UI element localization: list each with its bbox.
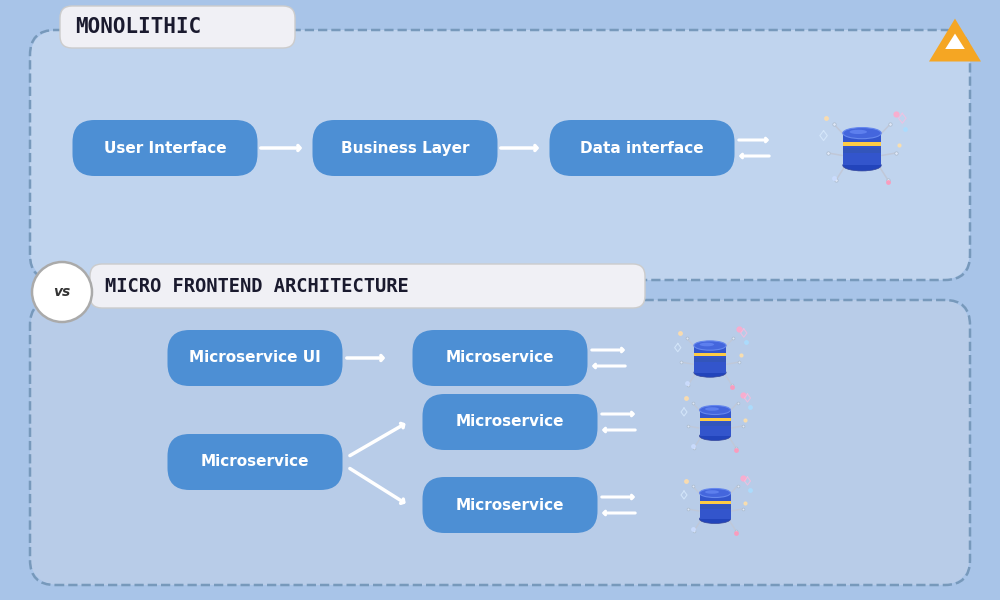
FancyBboxPatch shape bbox=[843, 142, 881, 146]
FancyBboxPatch shape bbox=[694, 358, 726, 362]
Ellipse shape bbox=[705, 407, 719, 411]
Text: Microservice: Microservice bbox=[201, 455, 309, 469]
FancyBboxPatch shape bbox=[700, 418, 730, 421]
FancyBboxPatch shape bbox=[90, 264, 645, 308]
FancyBboxPatch shape bbox=[422, 477, 598, 533]
FancyBboxPatch shape bbox=[843, 148, 881, 153]
Ellipse shape bbox=[705, 490, 719, 494]
Text: Microservice: Microservice bbox=[446, 350, 554, 365]
FancyBboxPatch shape bbox=[700, 422, 730, 426]
Text: Data interface: Data interface bbox=[580, 140, 704, 155]
Ellipse shape bbox=[700, 406, 730, 415]
Text: vs: vs bbox=[53, 285, 71, 299]
Ellipse shape bbox=[700, 488, 730, 497]
Ellipse shape bbox=[843, 160, 881, 171]
FancyBboxPatch shape bbox=[694, 353, 726, 356]
FancyBboxPatch shape bbox=[30, 300, 970, 585]
FancyBboxPatch shape bbox=[422, 394, 598, 450]
FancyBboxPatch shape bbox=[413, 330, 588, 386]
FancyBboxPatch shape bbox=[700, 410, 730, 436]
Polygon shape bbox=[929, 19, 981, 61]
FancyBboxPatch shape bbox=[700, 493, 730, 519]
Text: Microservice: Microservice bbox=[456, 497, 564, 512]
Ellipse shape bbox=[850, 130, 867, 134]
FancyBboxPatch shape bbox=[30, 30, 970, 280]
Polygon shape bbox=[945, 34, 965, 49]
FancyBboxPatch shape bbox=[843, 133, 881, 166]
FancyBboxPatch shape bbox=[700, 505, 730, 509]
FancyBboxPatch shape bbox=[60, 6, 295, 48]
FancyBboxPatch shape bbox=[167, 434, 342, 490]
Text: Business Layer: Business Layer bbox=[341, 140, 469, 155]
FancyBboxPatch shape bbox=[72, 120, 258, 176]
Ellipse shape bbox=[700, 343, 714, 346]
Ellipse shape bbox=[700, 431, 730, 440]
Ellipse shape bbox=[694, 368, 726, 377]
Text: User Interface: User Interface bbox=[104, 140, 226, 155]
FancyBboxPatch shape bbox=[550, 120, 735, 176]
FancyBboxPatch shape bbox=[694, 346, 726, 373]
Text: Microservice: Microservice bbox=[456, 415, 564, 430]
FancyBboxPatch shape bbox=[312, 120, 497, 176]
FancyBboxPatch shape bbox=[167, 330, 342, 386]
Ellipse shape bbox=[843, 128, 881, 139]
Ellipse shape bbox=[694, 341, 726, 350]
Text: MICRO FRONTEND ARCHITECTURE: MICRO FRONTEND ARCHITECTURE bbox=[105, 277, 409, 295]
Text: MONOLITHIC: MONOLITHIC bbox=[75, 17, 201, 37]
Ellipse shape bbox=[700, 514, 730, 523]
Circle shape bbox=[32, 262, 92, 322]
Text: Microservice UI: Microservice UI bbox=[189, 350, 321, 365]
FancyBboxPatch shape bbox=[700, 500, 730, 503]
